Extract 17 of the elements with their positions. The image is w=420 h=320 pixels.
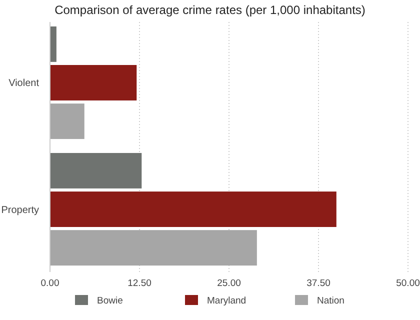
bar	[50, 26, 56, 62]
bar	[50, 192, 336, 227]
legend-label: Nation	[317, 295, 344, 306]
y-tick-label: Violent	[8, 78, 40, 90]
y-tick-label: Property	[1, 204, 39, 216]
x-tick-label: 0.00	[40, 278, 60, 289]
chart-title: Comparison of average crime rates (per 1,000 inhabitants)	[54, 3, 366, 17]
x-tick-label: 37.50	[306, 278, 330, 289]
bar	[50, 230, 257, 266]
x-tick-label: 25.00	[217, 278, 241, 289]
legend-label: Bowie	[97, 295, 123, 306]
bar	[50, 65, 137, 100]
legend-label: Maryland	[207, 295, 246, 306]
x-tick-label: 12.50	[128, 278, 152, 289]
bar	[50, 104, 84, 140]
bar	[50, 152, 142, 188]
x-tick-label: 50.00	[396, 278, 420, 289]
